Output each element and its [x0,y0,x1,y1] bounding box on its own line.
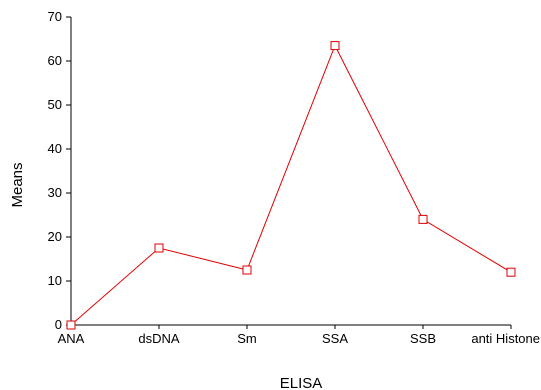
series-line [70,44,512,326]
y-tick-label: 40 [48,141,62,156]
x-tick-label: SSB [410,331,436,346]
y-tick-label: 50 [48,97,62,112]
y-tick-label: 70 [48,9,62,24]
data-point-marker [506,267,516,277]
x-axis-label: ELISA [280,375,323,390]
y-tick-label: 10 [48,273,62,288]
x-tick-label: dsDNA [138,331,180,346]
data-point-marker [66,320,76,330]
y-tick-label: 60 [48,53,62,68]
data-point-marker [418,214,428,224]
x-tick-label: Sm [237,331,257,346]
x-tick-label: SSA [322,331,348,346]
y-tick-label: 20 [48,229,62,244]
y-axis-label: Means [9,162,26,207]
y-tick-label: 30 [48,185,62,200]
data-point-marker [154,243,164,253]
y-ticks: 0 10 20 30 40 50 60 70 [48,9,71,332]
x-tick-label: ANA [58,331,85,346]
y-tick-label: 0 [55,317,62,332]
data-point-marker [242,265,252,275]
axes [70,17,511,326]
series-layer [66,41,516,330]
x-ticks: ANA dsDNA Sm SSA SSB anti Histone [58,325,540,346]
x-tick-label: anti Histone [471,331,540,346]
data-point-marker [330,41,340,51]
